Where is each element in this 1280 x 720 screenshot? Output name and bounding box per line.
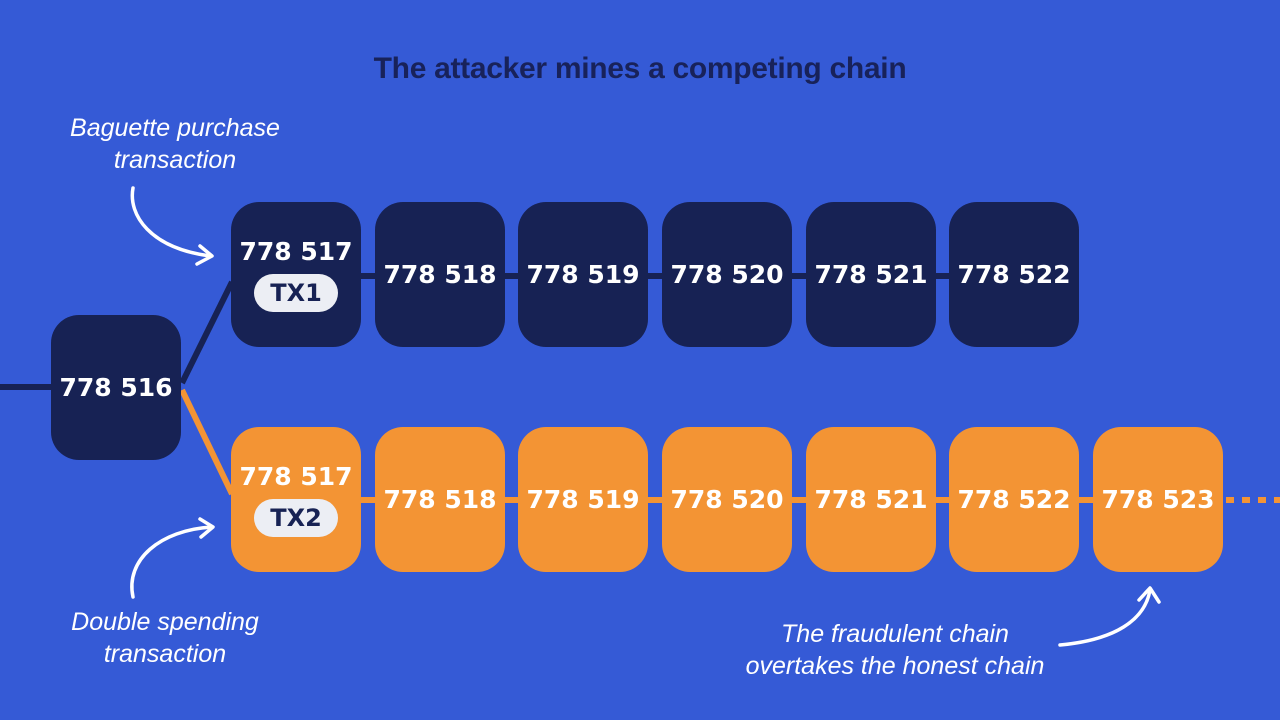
fraudulent-block-1: 778 517 TX2 <box>231 427 361 572</box>
overtakes-annotation: The fraudulent chain overtakes the hones… <box>730 618 1060 682</box>
annotation-line: overtakes the honest chain <box>745 652 1045 680</box>
double-spend-annotation: Double spending transaction <box>40 606 290 670</box>
fraudulent-block-2: 778 518 <box>375 427 505 572</box>
baguette-arrowhead <box>195 244 214 266</box>
double-spend-arrowhead <box>198 517 215 539</box>
fraudulent-block-3: 778 519 <box>518 427 648 572</box>
block-number: 778 518 <box>383 260 497 289</box>
honest-fork-line <box>179 280 235 385</box>
tx-badge: TX2 <box>254 499 338 537</box>
page-title: The attacker mines a competing chain <box>373 52 907 85</box>
fraudulent-block-5: 778 521 <box>806 427 936 572</box>
overtakes-arrowhead <box>1137 586 1161 604</box>
block-number: 778 520 <box>670 485 784 514</box>
block-number: 778 522 <box>957 485 1071 514</box>
block-number: 778 522 <box>957 260 1071 289</box>
honest-block-5: 778 521 <box>806 202 936 347</box>
annotation-line: Baguette purchase <box>70 114 280 142</box>
fraudulent-block-4: 778 520 <box>662 427 792 572</box>
incoming-chain-line <box>0 384 52 390</box>
honest-block-3: 778 519 <box>518 202 648 347</box>
block-number: 778 521 <box>814 485 928 514</box>
block-number: 778 523 <box>1101 485 1215 514</box>
double-spend-arrow <box>130 525 214 599</box>
overtakes-arrow <box>1058 588 1152 647</box>
block-number: 778 519 <box>526 260 640 289</box>
block-number: 778 517 <box>239 462 353 491</box>
block-number: 778 516 <box>59 373 173 402</box>
honest-block-1: 778 517 TX1 <box>231 202 361 347</box>
honest-block-4: 778 520 <box>662 202 792 347</box>
honest-block-6: 778 522 <box>949 202 1079 347</box>
fraudulent-block-6: 778 522 <box>949 427 1079 572</box>
annotation-line: The fraudulent chain <box>781 620 1009 648</box>
tx-badge: TX1 <box>254 274 338 312</box>
annotation-line: transaction <box>113 146 237 174</box>
fraudulent-fork-line <box>179 388 235 496</box>
block-number: 778 518 <box>383 485 497 514</box>
block-number: 778 521 <box>814 260 928 289</box>
block-number: 778 517 <box>239 237 353 266</box>
honest-block-2: 778 518 <box>375 202 505 347</box>
annotation-line: Double spending <box>71 608 259 636</box>
block-number: 778 519 <box>526 485 640 514</box>
annotation-line: transaction <box>103 640 227 668</box>
baguette-arrow <box>130 186 212 258</box>
block-number: 778 520 <box>670 260 784 289</box>
root-block: 778 516 <box>51 315 181 460</box>
baguette-annotation: Baguette purchase transaction <box>40 112 310 176</box>
fraudulent-block-7: 778 523 <box>1093 427 1223 572</box>
